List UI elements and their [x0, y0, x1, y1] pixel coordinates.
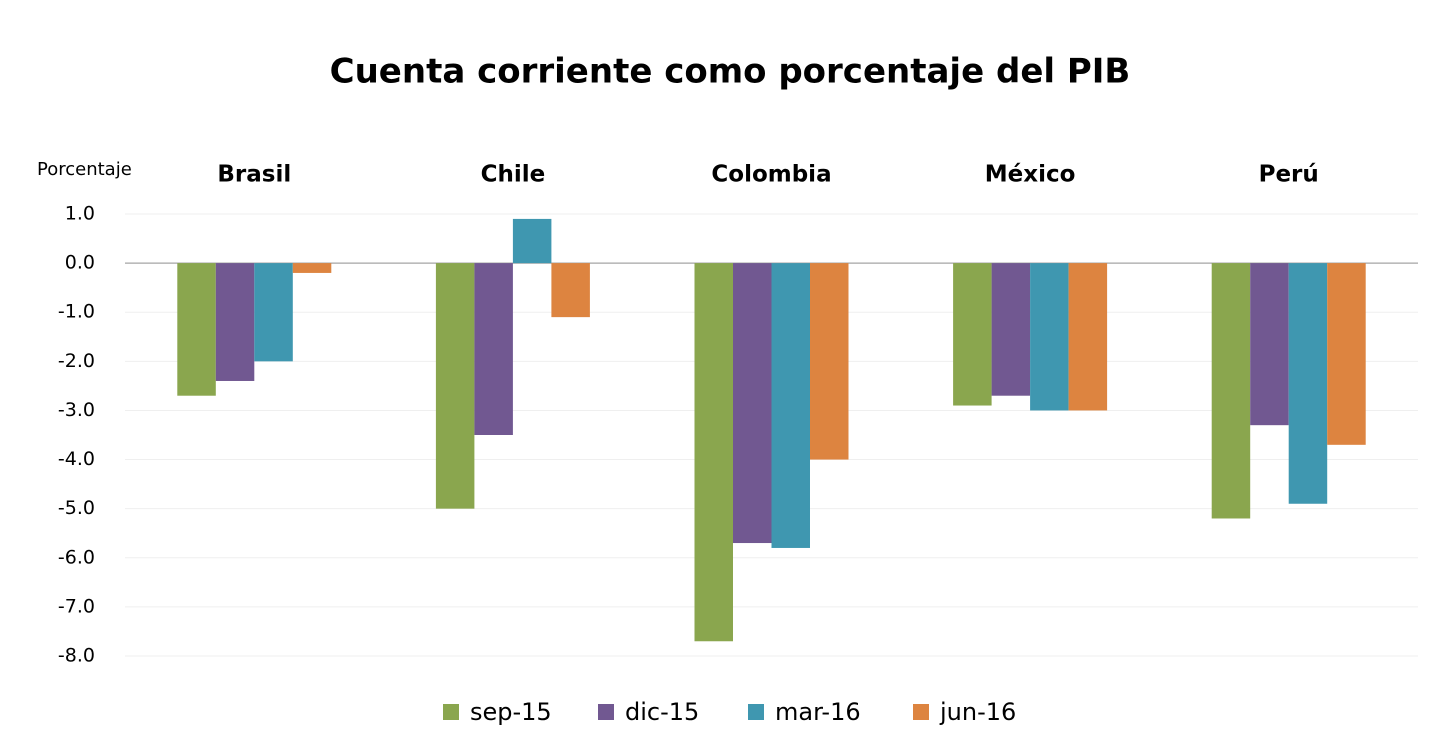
bar — [1030, 263, 1069, 411]
category-label: Chile — [481, 162, 546, 188]
y-tick-label: -3.0 — [58, 399, 95, 421]
bar — [551, 263, 590, 318]
legend-swatch — [443, 704, 459, 720]
y-tick-label: -7.0 — [58, 595, 95, 617]
bar — [733, 263, 772, 544]
legend-swatch — [913, 704, 929, 720]
chart-title: Cuenta corriente como porcentaje del PIB — [330, 52, 1131, 92]
legend-swatch — [598, 704, 614, 720]
y-tick-label: -1.0 — [58, 301, 95, 323]
legend-label: dic-15 — [625, 698, 699, 726]
y-tick-label: 1.0 — [65, 203, 95, 225]
bar — [1211, 263, 1251, 519]
y-tick-label: -6.0 — [58, 546, 95, 568]
y-tick-label: -2.0 — [58, 350, 95, 372]
bar — [254, 263, 293, 362]
bar — [512, 218, 552, 264]
bar — [694, 263, 733, 642]
category-label: Colombia — [711, 162, 831, 188]
bar — [474, 263, 513, 435]
bar — [1068, 263, 1108, 411]
bar — [177, 263, 216, 396]
bar — [991, 263, 1031, 396]
y-axis-label: Porcentaje — [37, 159, 132, 180]
bar — [435, 263, 475, 509]
bar — [1288, 263, 1328, 504]
bar — [1250, 263, 1289, 426]
bar — [771, 263, 810, 548]
y-tick-label: -8.0 — [58, 645, 95, 667]
category-label: México — [985, 162, 1076, 188]
legend-label: sep-15 — [470, 698, 552, 726]
bar — [810, 263, 849, 460]
category-label: Brasil — [217, 162, 291, 188]
y-tick-label: -4.0 — [58, 448, 95, 470]
bar — [1327, 263, 1366, 445]
bar — [953, 263, 992, 406]
category-label: Perú — [1259, 162, 1319, 188]
bar — [292, 263, 332, 273]
legend-label: jun-16 — [939, 698, 1016, 726]
y-tick-label: 0.0 — [65, 252, 95, 274]
legend-swatch — [748, 704, 764, 720]
bar — [215, 263, 255, 381]
legend-label: mar-16 — [775, 698, 861, 726]
y-tick-label: -5.0 — [58, 497, 95, 519]
